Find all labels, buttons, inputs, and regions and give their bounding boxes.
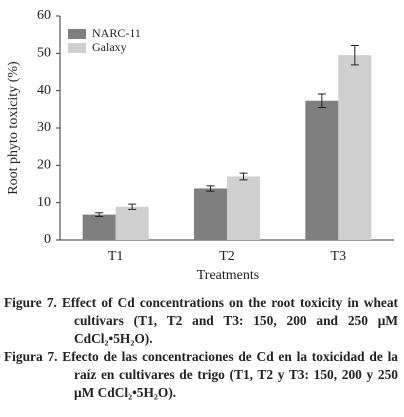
error-bar [206,185,215,192]
bar [82,214,116,240]
legend-label: NARC-11 [92,26,141,40]
error-bar [350,44,359,66]
x-axis-label: Treatments [197,268,259,283]
legend-label: Galaxy [92,40,127,54]
y-tick-label: 10 [37,195,51,210]
x-tick-label: T2 [219,249,235,264]
y-axis-label: Root phyto toxicity (%) [6,61,21,195]
bar [227,176,260,240]
y-tick-label: 40 [37,83,51,98]
chart: Root phyto toxicity (%) Treatments 0 10 20… [6,8,394,283]
error-bar [95,212,104,217]
bar [305,100,339,240]
y-tick-label: 60 [37,8,51,23]
y-tick-label: 0 [44,232,51,247]
legend-swatch [68,43,86,53]
y-tick-label: 20 [37,158,51,173]
x-tick-label: T1 [108,249,124,264]
y-tick-label: 50 [37,46,51,61]
bar [338,55,372,241]
error-bar [128,203,137,210]
bar [115,206,149,240]
y-tick-label: 30 [37,120,51,135]
error-bar [239,172,248,181]
caption-es: Figura 7. Efecto de las concentraciones … [4,349,398,400]
caption-en: Figure 7. Effect of Cd concentrations on… [4,295,398,346]
bar [194,188,227,240]
error-bar [317,93,326,108]
x-tick-label: T3 [331,249,347,264]
legend-swatch [68,29,86,39]
